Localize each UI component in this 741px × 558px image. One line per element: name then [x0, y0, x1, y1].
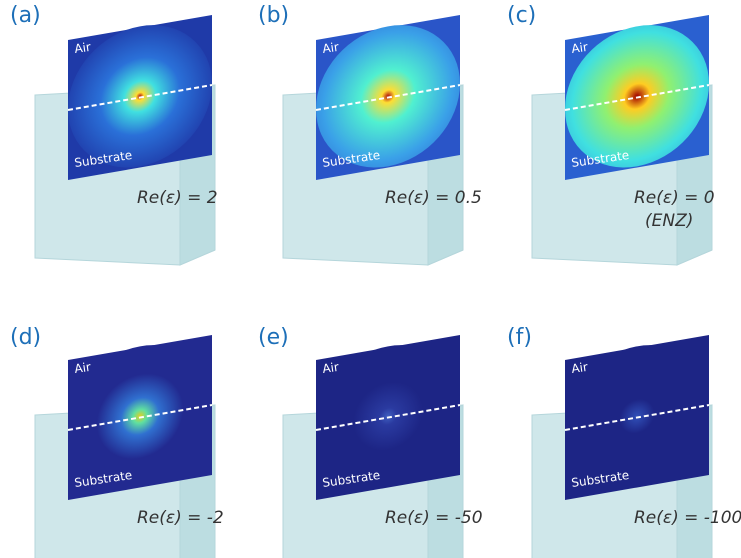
air-label: Air	[570, 360, 588, 376]
air-label: Air	[570, 40, 588, 56]
epsilon-label: Re(ε) = 0	[634, 188, 715, 208]
interface-line	[67, 404, 213, 431]
epsilon-label: Re(ε) = 2	[137, 188, 218, 208]
air-label: Air	[321, 360, 339, 376]
field-glow	[68, 345, 212, 488]
panel-label: (c)	[507, 3, 536, 28]
interface-line	[564, 404, 710, 431]
epsilon-label: Re(ε) = -50	[385, 508, 483, 528]
field-glow	[565, 345, 709, 488]
panel-label: (f)	[507, 325, 532, 350]
air-label: Air	[73, 40, 91, 56]
field-glow	[565, 25, 709, 168]
interface-line	[315, 404, 461, 431]
epsilon-label: Re(ε) = -2	[137, 508, 224, 528]
air-label: Air	[73, 360, 91, 376]
field-glow	[316, 345, 460, 488]
note-label: (ENZ)	[645, 211, 693, 231]
panel-label: (a)	[10, 3, 41, 28]
field-glow	[68, 25, 212, 168]
epsilon-label: Re(ε) = 0.5	[385, 188, 482, 208]
interface-line	[315, 84, 461, 111]
interface-line	[67, 84, 213, 111]
epsilon-label: Re(ε) = -100	[634, 508, 741, 528]
panel-label: (e)	[258, 325, 289, 350]
field-glow	[316, 25, 460, 168]
interface-line	[564, 84, 710, 111]
air-label: Air	[321, 40, 339, 56]
panel-label: (d)	[10, 325, 41, 350]
panel-label: (b)	[258, 3, 289, 28]
